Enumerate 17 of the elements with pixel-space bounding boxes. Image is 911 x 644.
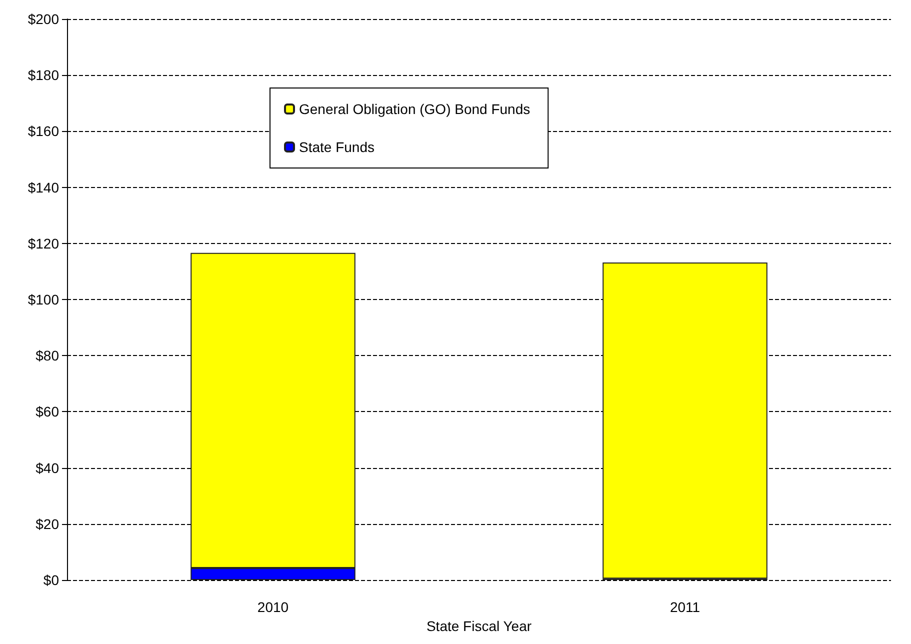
- y-tick-label: $100: [28, 292, 60, 308]
- y-tick-label: $120: [28, 235, 60, 252]
- y-tick-label: $0: [43, 572, 60, 588]
- y-tick-label: $60: [36, 404, 60, 420]
- x-axis-title: State Fiscal Year: [426, 618, 532, 634]
- y-tick-label: $80: [36, 348, 60, 364]
- legend-label: State Funds: [299, 139, 374, 155]
- legend-label: General Obligation (GO) Bond Funds: [299, 101, 530, 117]
- y-tick-label: $160: [28, 123, 60, 140]
- x-tick-label: 2011: [670, 599, 700, 615]
- y-tick-label: $140: [28, 179, 60, 196]
- y-tick-label: $20: [36, 516, 60, 532]
- y-tick-label: $180: [28, 67, 60, 84]
- bar: [602, 262, 768, 579]
- x-tick-label: 2010: [257, 599, 289, 615]
- y-tick-label: $40: [36, 460, 60, 476]
- y-tick-label: $200: [28, 11, 60, 27]
